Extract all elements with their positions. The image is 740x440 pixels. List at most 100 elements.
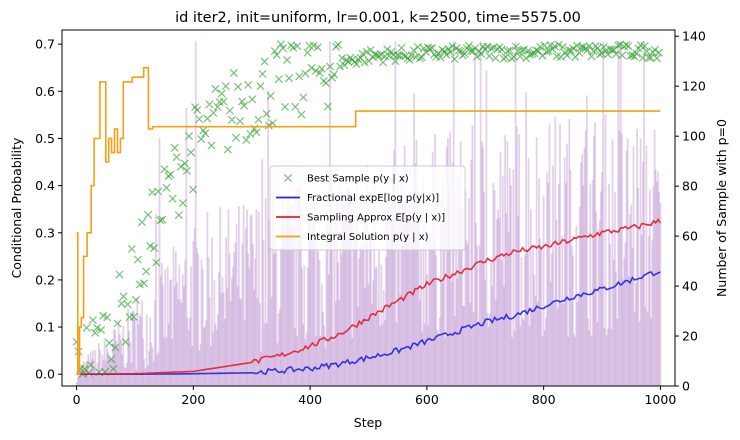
bar: [640, 234, 643, 386]
bar: [159, 275, 162, 386]
bar: [235, 224, 238, 386]
scatter-point: [137, 218, 147, 227]
bar: [302, 324, 304, 386]
bar: [645, 145, 648, 386]
bar: [213, 280, 216, 386]
scatter-point: [415, 54, 424, 63]
bar: [204, 326, 206, 386]
bar: [423, 323, 426, 386]
bar: [229, 301, 232, 386]
scatter-point: [569, 44, 578, 53]
bar: [511, 337, 513, 386]
bar: [652, 186, 655, 386]
scatter-point: [103, 313, 112, 322]
scatter-point: [505, 46, 514, 55]
scatter-point: [111, 343, 120, 352]
bar: [389, 207, 392, 386]
scatter-point: [195, 115, 204, 124]
bar: [263, 323, 266, 386]
bar: [595, 211, 598, 386]
bar: [493, 190, 496, 386]
bar: [294, 328, 296, 386]
scatter-point: [293, 42, 302, 51]
scatter-point: [352, 60, 361, 69]
bar: [141, 300, 143, 386]
bar: [503, 286, 505, 386]
bar: [267, 90, 269, 387]
bar: [449, 131, 452, 386]
bar: [343, 205, 345, 386]
bar: [398, 197, 400, 386]
bar: [122, 326, 125, 386]
bar: [605, 335, 608, 386]
scatter-point: [311, 66, 320, 75]
bar: [143, 359, 146, 386]
bar: [611, 139, 614, 386]
bar: [405, 192, 407, 386]
bar: [127, 308, 129, 386]
scatter-point: [127, 244, 136, 253]
bar: [306, 267, 309, 386]
bar: [399, 294, 401, 386]
bar: [155, 214, 157, 386]
bar: [569, 169, 572, 386]
bar: [374, 268, 377, 386]
bar: [434, 134, 436, 386]
bar: [89, 351, 92, 386]
bar: [491, 285, 494, 386]
bar: [208, 297, 211, 386]
bar: [403, 145, 406, 386]
bar: [336, 198, 338, 386]
scatter-point: [123, 300, 132, 309]
scatter-point: [501, 53, 510, 62]
bar: [629, 214, 631, 386]
scatter-point: [90, 328, 100, 337]
y2-tick-label: 60: [682, 229, 698, 244]
scatter-point: [182, 166, 191, 175]
bar: [555, 220, 558, 386]
bar: [560, 303, 563, 386]
y2-tick-label: 80: [682, 179, 698, 194]
bar: [219, 207, 222, 386]
bar: [636, 128, 638, 387]
bar: [203, 327, 205, 386]
scatter-point: [446, 47, 455, 57]
bar: [194, 41, 197, 386]
bar: [657, 172, 659, 386]
bar: [464, 190, 467, 386]
bar: [240, 300, 243, 386]
x-tick-label: 600: [415, 392, 439, 407]
scatter-point: [266, 91, 275, 100]
scatter-point: [252, 128, 261, 137]
scatter-point: [391, 57, 400, 66]
bar: [623, 257, 626, 386]
bar: [257, 211, 260, 386]
bar: [81, 365, 84, 386]
bar: [387, 194, 390, 386]
bar: [409, 168, 412, 386]
bar: [348, 193, 351, 386]
bar: [517, 216, 519, 386]
bar: [459, 141, 462, 386]
bar: [445, 147, 448, 386]
scatter-point: [295, 72, 304, 81]
bar: [197, 253, 199, 386]
bar: [301, 268, 303, 386]
bar: [254, 258, 257, 386]
bar: [123, 366, 126, 386]
chart-title: id iter2, init=uniform, lr=0.001, k=2500…: [175, 10, 581, 26]
scatter-point: [583, 45, 592, 55]
bar: [524, 255, 526, 386]
scatter-point: [652, 54, 661, 63]
bar: [277, 313, 280, 386]
scatter-point: [233, 82, 243, 91]
bar: [179, 299, 182, 386]
y2-tick-label: 20: [682, 329, 698, 344]
bar: [171, 338, 174, 386]
bar: [628, 276, 630, 386]
scatter-point: [154, 187, 163, 196]
scatter-point: [119, 292, 128, 301]
bar: [100, 375, 102, 386]
bar: [205, 320, 208, 386]
